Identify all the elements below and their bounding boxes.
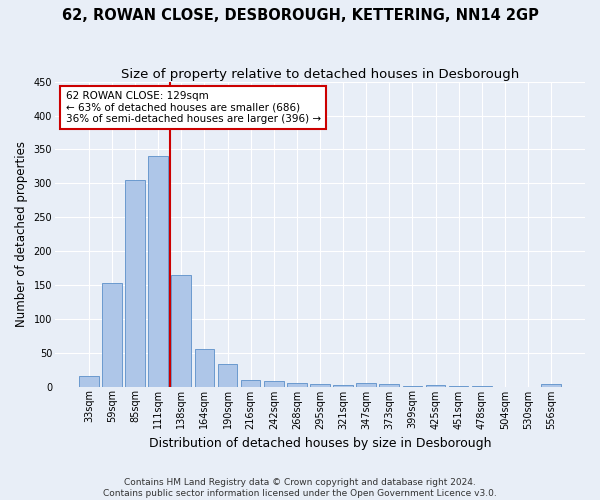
Bar (310, 384, 330, 386)
Bar (333, 385, 353, 386)
Bar (79, 376, 98, 386)
X-axis label: Distribution of detached houses by size in Desborough: Distribution of detached houses by size … (149, 437, 491, 450)
Bar (379, 384, 399, 386)
Bar (218, 364, 238, 386)
Bar (172, 274, 191, 386)
Text: Contains HM Land Registry data © Crown copyright and database right 2024.
Contai: Contains HM Land Registry data © Crown c… (103, 478, 497, 498)
Y-axis label: Number of detached properties: Number of detached properties (15, 141, 28, 327)
Bar (194, 348, 214, 387)
Bar (102, 283, 122, 387)
Bar (125, 180, 145, 386)
Bar (287, 383, 307, 386)
Bar (356, 383, 376, 386)
Text: 62 ROWAN CLOSE: 129sqm
← 63% of detached houses are smaller (686)
36% of semi-de: 62 ROWAN CLOSE: 129sqm ← 63% of detached… (65, 91, 320, 124)
Bar (541, 384, 561, 386)
Bar (426, 385, 445, 386)
Title: Size of property relative to detached houses in Desborough: Size of property relative to detached ho… (121, 68, 519, 80)
Bar (264, 381, 284, 386)
Bar (241, 380, 260, 386)
Text: 62, ROWAN CLOSE, DESBOROUGH, KETTERING, NN14 2GP: 62, ROWAN CLOSE, DESBOROUGH, KETTERING, … (62, 8, 538, 22)
Bar (148, 156, 168, 386)
